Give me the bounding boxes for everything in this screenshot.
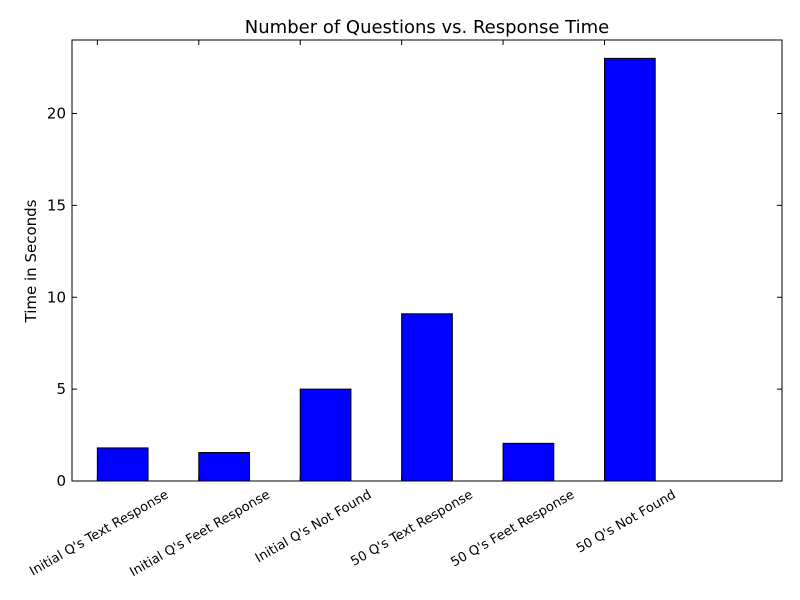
bar-1	[198, 452, 251, 482]
bars-group	[96, 57, 656, 482]
y-tick-label: 15	[47, 196, 66, 214]
chart-title: Number of Questions vs. Response Time	[245, 17, 609, 38]
y-tick-label: 0	[56, 472, 66, 490]
bar-2	[299, 388, 352, 482]
bar-3	[401, 313, 453, 482]
y-tick-label: 10	[47, 288, 66, 306]
x-tick-label: 50 Q's Not Found	[574, 487, 678, 556]
y-tick-label: 5	[56, 380, 66, 398]
bar-5	[604, 57, 656, 482]
y-tick-label: 20	[47, 105, 66, 123]
bar-4	[502, 442, 555, 482]
y-axis-label: Time in Seconds	[22, 199, 40, 323]
y-ticks-group: 0 5 10 15 20	[47, 105, 782, 490]
plot-frame	[71, 39, 783, 482]
bar-0	[96, 447, 149, 482]
